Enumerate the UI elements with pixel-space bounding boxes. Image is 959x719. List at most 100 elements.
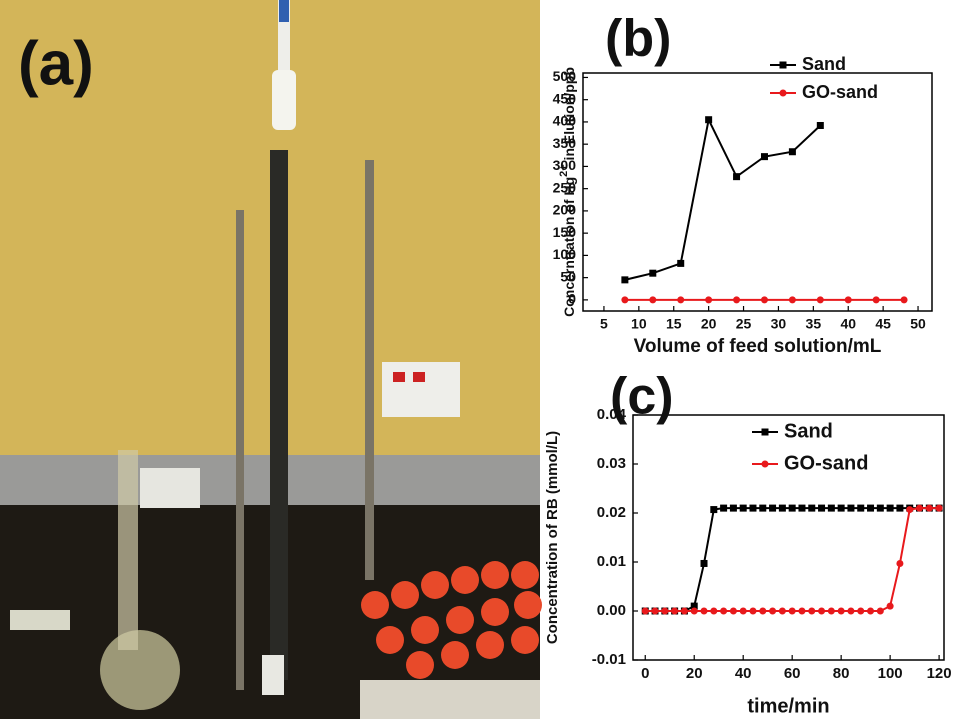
data-point	[798, 504, 806, 512]
x-tick-label: 40	[840, 316, 856, 332]
x-tick-label: 40	[735, 665, 752, 682]
data-point	[906, 506, 914, 514]
x-tick-label: 80	[833, 665, 850, 682]
legend-marker	[779, 89, 787, 97]
data-point	[700, 607, 708, 615]
data-point	[844, 296, 852, 304]
data-point	[705, 116, 713, 124]
data-point	[677, 296, 685, 304]
y-tick-label: 300	[553, 157, 577, 173]
y-tick-label: -0.01	[592, 651, 626, 668]
data-point	[677, 259, 685, 267]
data-point	[827, 504, 835, 512]
data-point	[759, 504, 767, 512]
data-point	[788, 504, 796, 512]
data-point	[710, 607, 718, 615]
data-point	[872, 296, 880, 304]
y-tick-label: 450	[553, 90, 577, 106]
series-line	[624, 116, 822, 281]
plot-frame	[582, 72, 933, 312]
data-point	[649, 269, 657, 277]
data-point	[900, 296, 908, 304]
data-point	[837, 607, 845, 615]
data-point	[816, 296, 824, 304]
x-tick-label: 20	[701, 316, 717, 332]
data-point	[641, 607, 649, 615]
y-axis-label-sup: 2+	[558, 164, 570, 177]
data-point	[720, 607, 728, 615]
data-point	[769, 504, 777, 512]
data-point	[769, 607, 777, 615]
legend-label: GO-sand	[784, 452, 868, 474]
y-tick-label: 0.02	[597, 504, 626, 521]
data-point	[857, 607, 865, 615]
y-axis-label: Concerntration of Hg2+ in Elution/ppb	[558, 67, 577, 317]
legend-marker	[761, 428, 769, 436]
data-point	[759, 607, 767, 615]
data-point	[729, 504, 737, 512]
data-point	[621, 296, 629, 304]
data-point	[896, 559, 904, 567]
data-point	[876, 607, 884, 615]
data-point	[788, 607, 796, 615]
data-point	[788, 148, 796, 156]
y-axis-label-text: Concerntration of Hg	[561, 177, 577, 317]
y-tick-label: 0	[568, 291, 576, 307]
data-point	[867, 504, 875, 512]
y-axis-label: Concentration of RB (mmol/L)	[544, 431, 561, 644]
y-tick-label: 250	[553, 179, 577, 195]
legend-label: GO-sand	[802, 82, 878, 102]
data-point	[818, 607, 826, 615]
y-tick-label: 50	[560, 268, 576, 284]
data-point	[896, 504, 904, 512]
data-point	[661, 607, 669, 615]
data-point	[827, 607, 835, 615]
data-point	[680, 607, 688, 615]
data-point	[733, 173, 741, 181]
data-point	[818, 504, 826, 512]
data-point	[798, 607, 806, 615]
data-point	[857, 504, 865, 512]
data-point	[808, 504, 816, 512]
data-point	[749, 607, 757, 615]
data-point	[705, 296, 713, 304]
y-tick-label: 500	[553, 68, 577, 84]
y-tick-label: 350	[553, 135, 577, 151]
x-tick-label: 15	[666, 316, 682, 332]
data-point	[733, 296, 741, 304]
data-point	[760, 296, 768, 304]
data-point	[760, 153, 768, 161]
data-point	[649, 296, 657, 304]
data-point	[690, 602, 698, 610]
legend-marker	[779, 61, 787, 69]
data-point	[749, 504, 757, 512]
x-tick-label: 45	[875, 316, 891, 332]
data-point	[700, 559, 708, 567]
x-tick-label: 5	[600, 316, 608, 332]
data-point	[729, 607, 737, 615]
photo: (a)	[0, 0, 542, 719]
x-tick-label: 10	[631, 316, 647, 332]
x-tick-label: 20	[686, 665, 703, 682]
x-tick-label: 25	[736, 316, 752, 332]
data-point	[935, 504, 943, 512]
y-tick-label: 150	[553, 224, 577, 240]
data-point	[710, 506, 718, 514]
data-point	[925, 504, 933, 512]
photo-label: (a)	[18, 29, 94, 98]
y-tick-label: 0.00	[597, 602, 626, 619]
y-tick-label: 200	[553, 202, 577, 218]
data-point	[739, 607, 747, 615]
y-tick-label: 0.01	[597, 553, 626, 570]
legend-label: Sand	[784, 420, 833, 442]
y-tick-label: 100	[553, 246, 577, 262]
data-point	[651, 607, 659, 615]
data-point	[778, 607, 786, 615]
data-point	[788, 296, 796, 304]
x-tick-label: 0	[641, 665, 649, 682]
legend-label: Sand	[802, 54, 846, 74]
y-tick-label: 0.04	[597, 406, 627, 423]
data-point	[876, 504, 884, 512]
plot-frame	[632, 414, 945, 661]
